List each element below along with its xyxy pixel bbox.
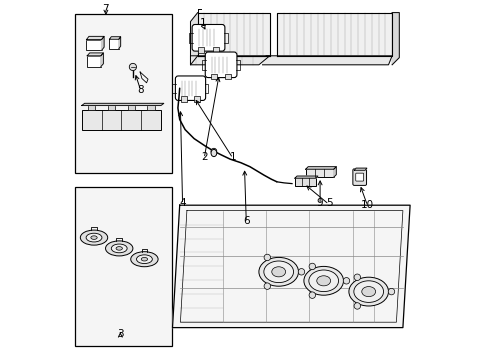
Circle shape — [264, 283, 270, 289]
Ellipse shape — [348, 277, 387, 306]
Text: 8: 8 — [137, 85, 144, 95]
Ellipse shape — [303, 266, 343, 295]
Circle shape — [353, 303, 360, 309]
Text: 7: 7 — [102, 4, 109, 14]
Polygon shape — [262, 56, 391, 65]
Text: 5: 5 — [325, 198, 332, 208]
Ellipse shape — [116, 247, 122, 250]
Bar — [225, 74, 231, 79]
Ellipse shape — [111, 244, 127, 253]
Circle shape — [264, 254, 270, 261]
Ellipse shape — [141, 257, 147, 261]
Polygon shape — [87, 53, 103, 56]
Bar — [127, 105, 135, 110]
FancyBboxPatch shape — [205, 52, 237, 77]
Bar — [88, 105, 95, 110]
Ellipse shape — [271, 267, 285, 277]
Text: 3: 3 — [117, 329, 123, 339]
Bar — [75, 14, 172, 173]
Bar — [147, 105, 154, 110]
Text: 9: 9 — [316, 198, 323, 208]
Text: 6: 6 — [243, 216, 249, 226]
Polygon shape — [294, 176, 317, 178]
Polygon shape — [391, 13, 399, 65]
Text: 4: 4 — [179, 198, 185, 208]
Ellipse shape — [308, 270, 338, 292]
Bar — [198, 47, 203, 53]
Circle shape — [343, 278, 349, 284]
Bar — [109, 39, 119, 49]
Ellipse shape — [211, 149, 216, 157]
FancyBboxPatch shape — [355, 173, 363, 181]
Polygon shape — [86, 36, 104, 40]
Bar — [213, 47, 219, 53]
Polygon shape — [190, 13, 197, 65]
Ellipse shape — [130, 252, 158, 267]
Ellipse shape — [258, 257, 298, 286]
Text: 10: 10 — [360, 200, 373, 210]
Bar — [108, 105, 115, 110]
Circle shape — [211, 148, 216, 154]
Circle shape — [353, 274, 360, 280]
Bar — [86, 40, 102, 50]
Text: 1: 1 — [229, 152, 236, 162]
Bar — [81, 110, 161, 130]
Polygon shape — [190, 56, 269, 65]
Circle shape — [387, 288, 394, 295]
Polygon shape — [119, 37, 121, 49]
Ellipse shape — [316, 276, 330, 286]
Ellipse shape — [91, 236, 97, 239]
Bar — [75, 187, 172, 346]
Ellipse shape — [361, 287, 375, 297]
Text: 2: 2 — [201, 152, 207, 162]
Polygon shape — [81, 103, 163, 105]
Bar — [87, 56, 101, 67]
Polygon shape — [109, 37, 121, 39]
Polygon shape — [102, 36, 104, 50]
Bar — [294, 178, 315, 186]
FancyBboxPatch shape — [192, 24, 224, 51]
Polygon shape — [305, 167, 336, 169]
Ellipse shape — [264, 261, 293, 283]
FancyBboxPatch shape — [175, 76, 205, 100]
Circle shape — [298, 269, 304, 275]
Polygon shape — [101, 53, 103, 67]
Polygon shape — [354, 168, 366, 170]
FancyBboxPatch shape — [352, 169, 366, 185]
Text: 1: 1 — [200, 18, 206, 28]
Bar — [210, 74, 216, 79]
Polygon shape — [172, 205, 409, 328]
Circle shape — [308, 292, 315, 298]
Ellipse shape — [86, 233, 102, 242]
Bar — [194, 96, 200, 102]
Ellipse shape — [105, 241, 133, 256]
Polygon shape — [197, 13, 269, 56]
Bar — [305, 169, 333, 177]
Circle shape — [308, 263, 315, 270]
Circle shape — [129, 63, 136, 71]
Polygon shape — [276, 13, 391, 56]
Polygon shape — [333, 167, 336, 177]
Ellipse shape — [80, 230, 107, 245]
Ellipse shape — [136, 255, 152, 264]
Bar — [181, 96, 186, 102]
Ellipse shape — [353, 281, 383, 302]
